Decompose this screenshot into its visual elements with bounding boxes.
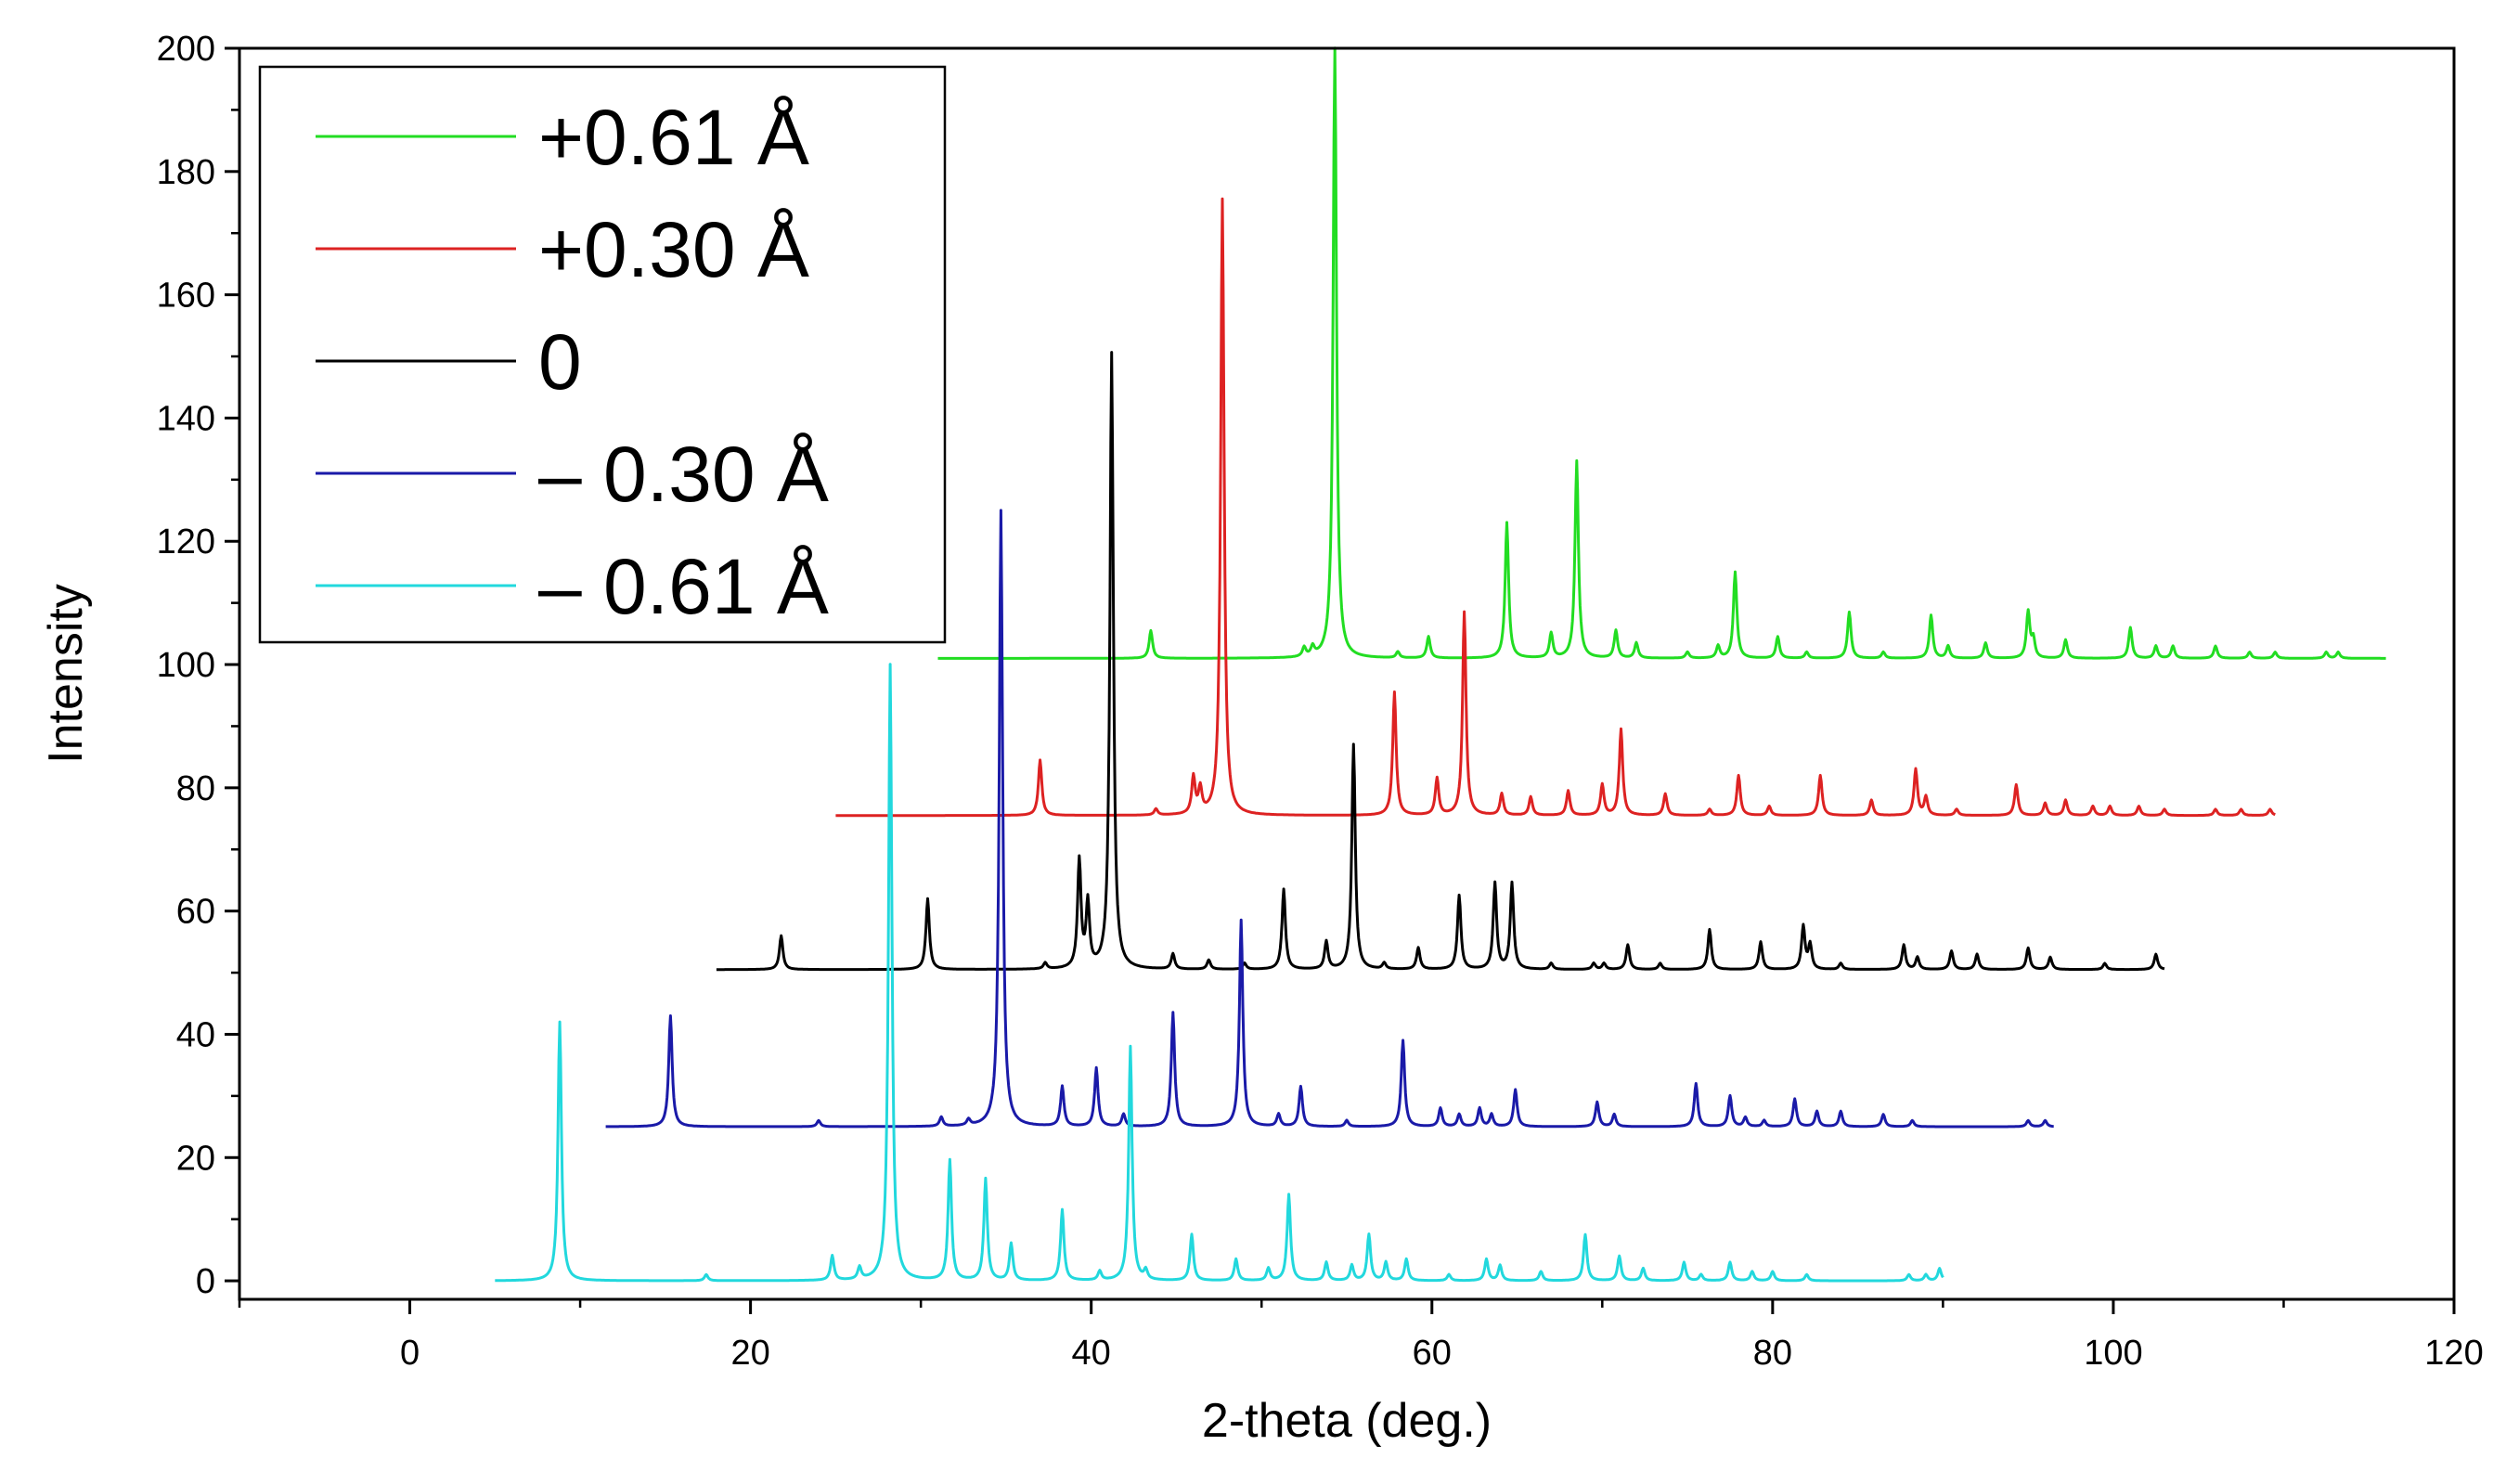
y-tick-label: 200 bbox=[157, 30, 215, 69]
y-tick-label: 140 bbox=[157, 399, 215, 438]
axes: 0 20 40 60 80 100 120 0 20 40 60 80 100 120 140 160 180 2… bbox=[157, 30, 2484, 1373]
series-line-3 bbox=[605, 509, 2055, 1129]
series-line-2 bbox=[716, 351, 2165, 972]
x-tick-label: 0 bbox=[400, 1334, 420, 1373]
plot-frame bbox=[238, 46, 2456, 1301]
y-tick-label: 0 bbox=[196, 1262, 215, 1301]
legend-label: +0.61 Å bbox=[538, 94, 809, 181]
x-tick-label: 60 bbox=[1413, 1334, 1452, 1373]
y-tick-label: 100 bbox=[157, 646, 215, 685]
y-tick-label: 180 bbox=[157, 153, 215, 192]
y-tick-label: 20 bbox=[176, 1139, 215, 1178]
x-tick-label: 40 bbox=[1072, 1334, 1111, 1373]
y-tick-label: 120 bbox=[157, 523, 215, 561]
x-tick-label: 100 bbox=[2084, 1334, 2142, 1373]
x-tick-label: 80 bbox=[1753, 1334, 1792, 1373]
y-tick-label: 60 bbox=[176, 893, 215, 932]
y-tick-label: 40 bbox=[176, 1015, 215, 1054]
legend-label: – 0.30 Å bbox=[538, 431, 829, 518]
y-axis-title: Intensity bbox=[39, 584, 93, 764]
y-tick-label: 160 bbox=[157, 277, 215, 316]
series-line-0 bbox=[937, 46, 2387, 660]
legend-box bbox=[258, 65, 947, 644]
legend-label: 0 bbox=[538, 318, 582, 406]
x-tick-label: 120 bbox=[2424, 1334, 2483, 1373]
x-axis-title: 2-theta (deg.) bbox=[1202, 1394, 1492, 1448]
legend-label: +0.30 Å bbox=[538, 206, 809, 293]
series-line-4 bbox=[494, 663, 1944, 1283]
y-tick-label: 80 bbox=[176, 769, 215, 808]
series-line-1 bbox=[834, 197, 2276, 818]
legend: +0.61 Å +0.30 Å 0 – 0.30 Å – 0.61 Å bbox=[258, 65, 947, 644]
x-tick-label: 20 bbox=[730, 1334, 769, 1373]
plot-lines bbox=[494, 46, 2387, 1283]
legend-label: – 0.61 Å bbox=[538, 543, 829, 630]
